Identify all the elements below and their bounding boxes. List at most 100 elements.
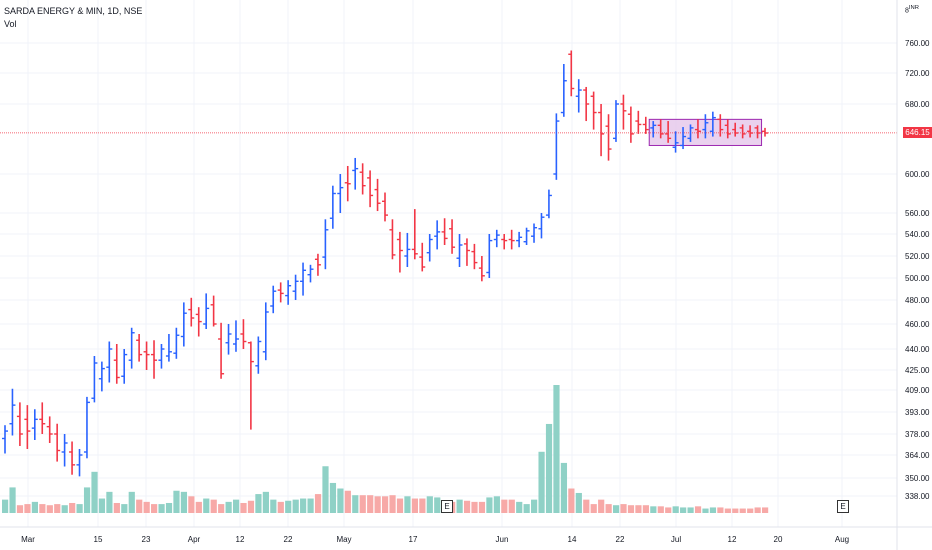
volume-bar [762, 507, 769, 513]
time-tick-label: Jul [671, 535, 681, 544]
volume-bar [754, 507, 761, 513]
volume-bar [173, 490, 180, 513]
volume-bar [83, 487, 91, 513]
volume-bar [516, 501, 523, 513]
volume-bar [605, 504, 612, 513]
price-tick-label: 520.00 [905, 252, 930, 261]
time-tick-label: 12 [728, 535, 737, 544]
volume-bar [180, 491, 188, 513]
volume-bar [165, 502, 173, 513]
price-tick-label: 409.00 [905, 386, 930, 395]
volume-bar [262, 491, 269, 513]
volume-bar [270, 499, 277, 513]
volume-bar [91, 471, 98, 513]
volume-bar [419, 498, 426, 513]
volume-bar [560, 462, 568, 513]
volume-bar [463, 500, 471, 513]
price-tick-label: 393.00 [905, 408, 930, 417]
grid [0, 0, 897, 527]
price-axis[interactable]: 760.00 720.00 680.00 600.00 560.00 540.00 520.… [905, 39, 930, 501]
volume-bar [39, 504, 46, 513]
volume-bar [2, 499, 9, 513]
volume-bar [568, 488, 575, 513]
volume-bar [404, 496, 411, 513]
time-tick-label: 12 [236, 535, 245, 544]
volume-bar [702, 508, 709, 513]
price-tick-label: 680.00 [905, 100, 930, 109]
volume-bar [374, 496, 381, 513]
price-tick-label: 364.00 [905, 451, 930, 460]
volume-bar [367, 495, 374, 513]
volume-bar [426, 496, 433, 513]
price-tick-label: 480.00 [905, 296, 930, 305]
volume-bar [292, 499, 299, 513]
volume-bar [106, 491, 113, 513]
earnings-badge[interactable]: E [441, 500, 453, 513]
volume-bar [46, 505, 53, 513]
volume-bar [531, 499, 538, 513]
volume-bar [575, 492, 582, 513]
volume-bar [31, 501, 39, 513]
volume-bar [538, 451, 545, 513]
price-tick-label: 720.00 [905, 69, 930, 78]
volume-bar [501, 499, 508, 513]
volume-bar [128, 491, 135, 513]
volume-bar [307, 498, 314, 513]
volume-bar [54, 504, 61, 513]
volume-bar [486, 497, 493, 513]
last-price-tag: 646.15 [903, 127, 932, 138]
volume-bar [69, 502, 76, 513]
price-tick-label: 600.00 [905, 170, 930, 179]
time-axis[interactable]: Mar 15 23 Apr 12 22 May 17 Jun 14 22 Jul 12 20 Aug [21, 535, 849, 544]
price-tick-label: 338.00 [905, 492, 930, 501]
currency-code: INR [908, 5, 919, 11]
time-tick-label: May [336, 535, 351, 544]
volume-bar [225, 501, 232, 513]
time-tick-label: 23 [142, 535, 151, 544]
volume-bar [709, 507, 717, 513]
time-tick-label: Apr [188, 535, 201, 544]
price-tick-label: 350.00 [905, 474, 930, 483]
volume-bars [2, 385, 769, 513]
price-tick-label: 500.00 [905, 274, 930, 283]
price-tick-label: 460.00 [905, 320, 930, 329]
volume-bar [598, 499, 605, 513]
volume-bar [113, 502, 120, 513]
chart-title: SARDA ENERGY & MIN, 1D, NSE [4, 6, 143, 16]
volume-bar [583, 499, 590, 513]
time-tick-label: Aug [835, 535, 849, 544]
volume-bar [188, 496, 195, 513]
volume-bar [300, 498, 307, 513]
volume-bar [277, 501, 284, 513]
volume-bar [151, 504, 158, 513]
volume-bar [247, 500, 255, 513]
price-tick-label: 440.00 [905, 345, 930, 354]
volume-bar [687, 507, 694, 513]
volume-bar [747, 508, 754, 513]
volume-bar [16, 505, 24, 513]
time-tick-label: Mar [21, 535, 35, 544]
volume-bar [508, 499, 515, 513]
earnings-badge-future[interactable]: E [837, 500, 849, 513]
volume-bar [285, 500, 292, 513]
volume-bar [650, 506, 657, 513]
volume-bar [158, 504, 165, 513]
volume-bar [672, 506, 679, 513]
volume-bar [657, 506, 664, 513]
volume-bar [545, 423, 553, 513]
volume-bar [352, 495, 359, 513]
price-tick-label: 540.00 [905, 230, 930, 239]
volume-bar [76, 504, 83, 513]
currency-label: 8INR [905, 5, 919, 14]
volume-bar [717, 507, 724, 513]
volume-bar [359, 495, 366, 513]
volume-bar [121, 504, 128, 513]
volume-bar [344, 490, 351, 513]
volume-bar [322, 466, 329, 513]
volume-bar [732, 508, 739, 513]
volume-bar [456, 499, 463, 513]
volume-bar [218, 504, 225, 513]
volume-bar [314, 494, 322, 513]
price-tick-label: 378.00 [905, 430, 930, 439]
